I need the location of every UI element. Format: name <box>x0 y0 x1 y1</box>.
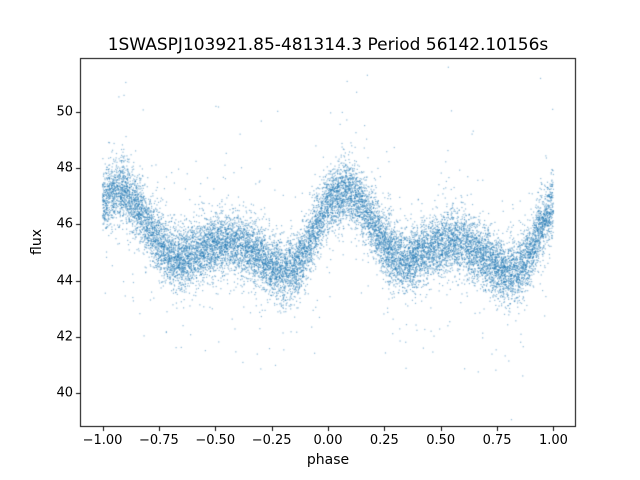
y-axis-label: flux <box>29 229 45 255</box>
y-tick-label: 44 <box>56 273 73 289</box>
y-tick-label: 48 <box>56 160 73 176</box>
x-tick-label: 0.00 <box>313 433 343 448</box>
x-tick-label: −1.00 <box>82 433 123 448</box>
y-tick-label: 50 <box>56 104 73 120</box>
x-tick-label: −0.75 <box>138 433 179 448</box>
x-tick-label: 0.25 <box>369 433 399 448</box>
x-tick-label: 0.50 <box>426 433 456 448</box>
y-tick-label: 46 <box>56 216 73 232</box>
chart-title: 1SWASPJ103921.85-481314.3 Period 56142.1… <box>107 35 549 55</box>
x-axis-label: phase <box>306 452 350 468</box>
x-tick-label: −0.50 <box>195 433 236 448</box>
y-tick-label: 40 <box>56 385 73 401</box>
x-tick-label: −0.25 <box>251 433 292 448</box>
y-tick-label: 42 <box>56 329 73 345</box>
x-tick-label: 1.00 <box>538 433 568 448</box>
x-tick-label: 0.75 <box>482 433 512 448</box>
